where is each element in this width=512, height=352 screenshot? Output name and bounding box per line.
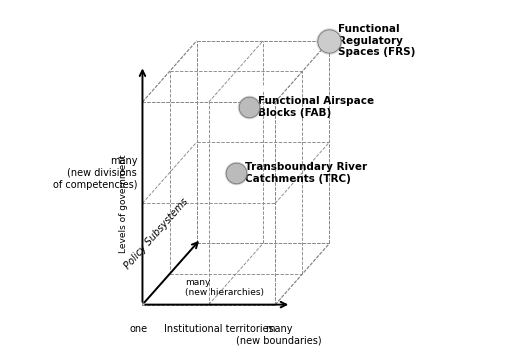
Text: Institutional territories: Institutional territories bbox=[164, 324, 274, 334]
Point bbox=[245, 104, 253, 109]
Text: one: one bbox=[130, 324, 148, 334]
Text: Policy Subsystems: Policy Subsystems bbox=[123, 196, 190, 271]
Point bbox=[343, 17, 351, 23]
Point bbox=[232, 170, 240, 176]
Point bbox=[232, 170, 240, 176]
Text: Functional Airspace
Blocks (FAB): Functional Airspace Blocks (FAB) bbox=[258, 96, 374, 118]
Point bbox=[245, 104, 253, 109]
Point bbox=[261, 85, 269, 91]
Text: many
(new hierarchies): many (new hierarchies) bbox=[185, 277, 264, 297]
Text: Levels of government: Levels of government bbox=[119, 154, 128, 253]
Text: many
(new boundaries): many (new boundaries) bbox=[236, 324, 322, 345]
Text: many
(new divisions
of competencies): many (new divisions of competencies) bbox=[53, 156, 137, 189]
Point bbox=[247, 151, 255, 157]
Text: Transboundary River
Catchments (TRC): Transboundary River Catchments (TRC) bbox=[245, 162, 367, 183]
Point bbox=[325, 38, 333, 44]
Point bbox=[325, 38, 333, 44]
Text: Functional
Regulatory
Spaces (FRS): Functional Regulatory Spaces (FRS) bbox=[338, 24, 415, 57]
